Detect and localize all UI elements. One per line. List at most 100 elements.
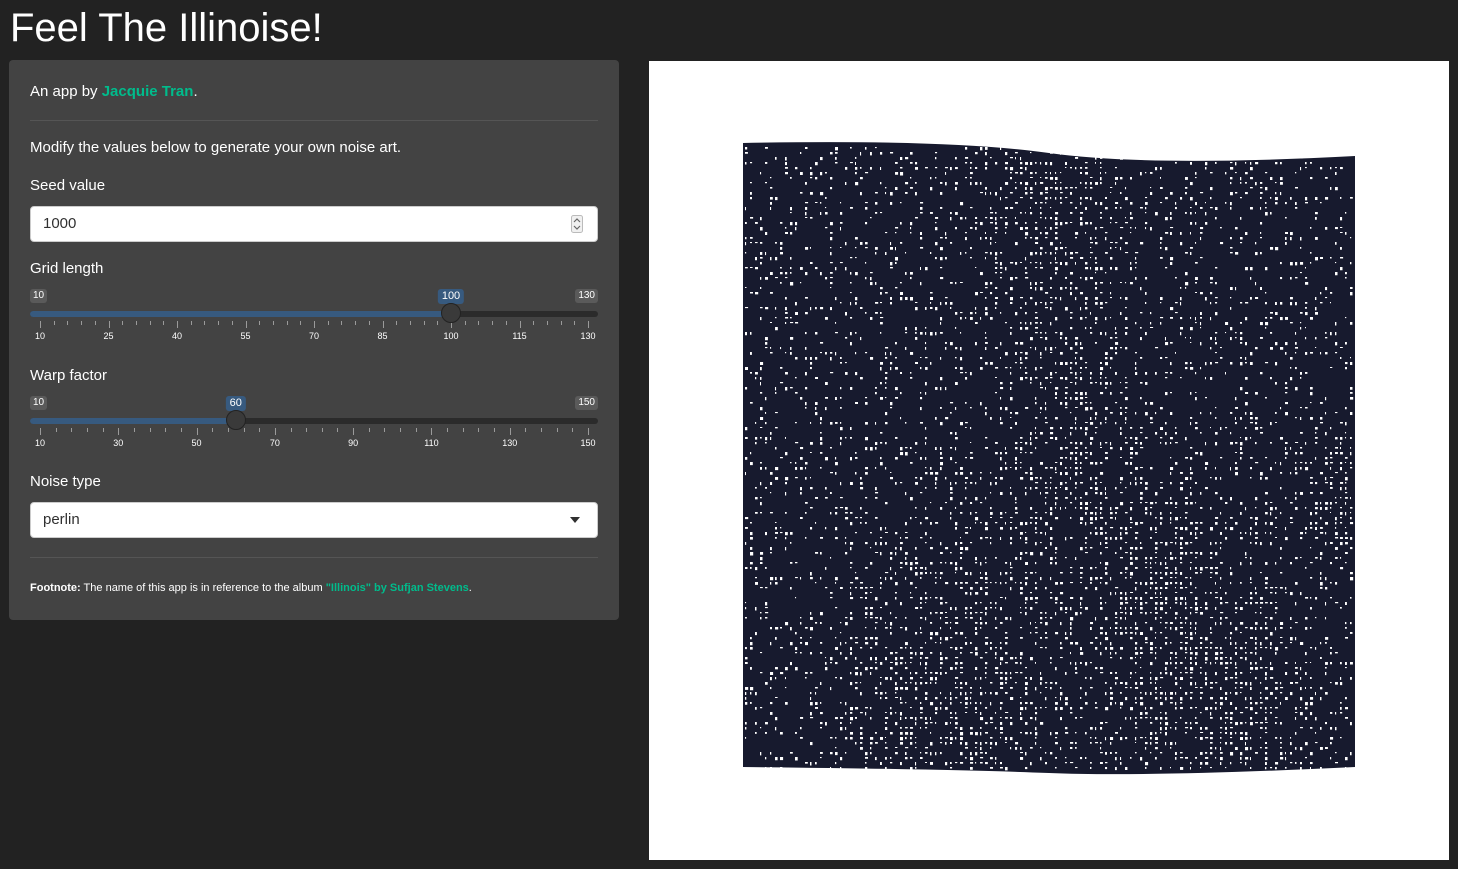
slider-minor-tick (462, 428, 464, 432)
page-title: Feel The Illinoise! (10, 6, 323, 50)
chevron-down-icon (570, 517, 580, 523)
slider-minor-tick (81, 321, 83, 325)
footnote-text: The name of this app is in reference to … (80, 582, 326, 594)
footnote: Footnote: The name of this app is in ref… (30, 582, 472, 594)
divider (30, 557, 598, 558)
slider-min-label: 10 (30, 289, 48, 303)
slider-handle[interactable] (441, 303, 461, 323)
noise-art-panel (649, 61, 1449, 860)
slider-minor-tick (533, 321, 535, 325)
slider-tick (245, 321, 247, 328)
slider-handle[interactable] (225, 410, 246, 430)
sidebar-panel: An app by Jacquie Tran. Modify the value… (9, 60, 619, 620)
grid-length-slider[interactable]: 10 130 100 10 25 40 55 70 85 100 115 130 (30, 289, 598, 345)
slider-tick-label: 55 (240, 331, 251, 341)
slider-fill (30, 418, 236, 424)
slider-minor-tick (53, 321, 55, 325)
slider-tick (431, 428, 433, 435)
slider-minor-tick (423, 321, 425, 325)
slider-minor-tick (478, 428, 480, 432)
slider-minor-tick (133, 428, 135, 432)
slider-minor-tick (478, 321, 480, 325)
slider-minor-tick (447, 428, 449, 432)
slider-minor-tick (204, 321, 206, 325)
slider-minor-tick (286, 321, 288, 325)
slider-minor-tick (212, 428, 214, 432)
slider-track[interactable] (30, 418, 598, 424)
slider-minor-tick (86, 428, 88, 432)
slider-max-label: 130 (575, 289, 598, 303)
noise-art-base (743, 142, 1355, 775)
slider-minor-tick (400, 428, 402, 432)
slider-tick (118, 428, 120, 435)
author-link[interactable]: Jacquie Tran (101, 83, 194, 100)
slider-tick (274, 428, 276, 435)
slider-value-label: 60 (225, 396, 246, 411)
slider-minor-tick (163, 321, 165, 325)
slider-minor-tick (494, 428, 496, 432)
slider-minor-tick (94, 321, 96, 325)
footnote-bold: Footnote: (30, 582, 81, 594)
slider-tick-label: 90 (348, 438, 359, 448)
slider-tick-label: 115 (512, 331, 527, 341)
slider-tick-label: 50 (191, 438, 202, 448)
byline-prefix: An app by (30, 83, 102, 100)
slider-tick (196, 428, 198, 435)
slider-tick (451, 321, 452, 328)
slider-minor-tick (574, 321, 576, 325)
slider-minor-tick (243, 428, 245, 432)
slider-tick-label: 40 (171, 331, 183, 341)
byline: An app by Jacquie Tran. (30, 83, 198, 100)
slider-tick (40, 321, 41, 328)
noise-art-texture (745, 147, 1354, 771)
warp-factor-slider[interactable]: 10 150 60 10 30 50 70 90 110 130 150 (30, 396, 598, 452)
slider-tick-label: 130 (580, 331, 596, 341)
slider-minor-tick (227, 428, 229, 432)
noise-type-select[interactable]: perlin (30, 502, 598, 538)
slider-minor-tick (415, 428, 417, 432)
slider-minor-tick (149, 321, 151, 325)
divider (30, 120, 598, 121)
slider-tick (519, 321, 521, 328)
seed-input[interactable]: 1000 (30, 206, 598, 242)
slider-minor-tick (556, 428, 558, 432)
spinner-icon[interactable] (571, 215, 583, 233)
slider-tick (40, 428, 41, 435)
slider-minor-tick (149, 428, 151, 432)
slider-minor-tick (218, 321, 220, 325)
slider-tick-label: 85 (377, 331, 388, 341)
noise-type-value: perlin (43, 511, 80, 528)
slider-minor-tick (122, 321, 124, 325)
slider-tick-label: 25 (103, 331, 114, 341)
slider-minor-tick (165, 428, 167, 432)
slider-tick (382, 321, 384, 328)
seed-value: 1000 (43, 215, 77, 232)
slider-tick-label: 30 (113, 438, 124, 448)
slider-tick (509, 428, 511, 435)
slider-minor-tick (355, 321, 357, 325)
slider-minor-tick (368, 428, 370, 432)
slider-minor-tick (71, 428, 73, 432)
slider-minor-tick (341, 321, 343, 325)
slider-minor-tick (505, 321, 507, 325)
slider-minor-tick (55, 428, 57, 432)
intro-text: Modify the values below to generate your… (30, 139, 402, 156)
byline-suffix: . (193, 83, 198, 100)
slider-fill (30, 311, 451, 317)
slider-tick (177, 321, 178, 328)
slider-minor-tick (259, 321, 261, 325)
album-link[interactable]: "Illinois" by Sufjan Stevens (325, 582, 469, 594)
slider-minor-tick (546, 321, 548, 325)
noise-art-image (743, 142, 1355, 775)
slider-tick-label: 110 (424, 438, 439, 448)
slider-minor-tick (541, 428, 543, 432)
footnote-suffix: . (468, 582, 472, 594)
slider-minor-tick (409, 321, 411, 325)
seed-label: Seed value (30, 177, 106, 194)
slider-minor-tick (384, 428, 386, 432)
slider-tick (588, 321, 589, 328)
slider-tick (108, 321, 110, 328)
grid-length-label: Grid length (30, 260, 104, 277)
slider-minor-tick (259, 428, 261, 432)
slider-minor-tick (190, 321, 192, 325)
